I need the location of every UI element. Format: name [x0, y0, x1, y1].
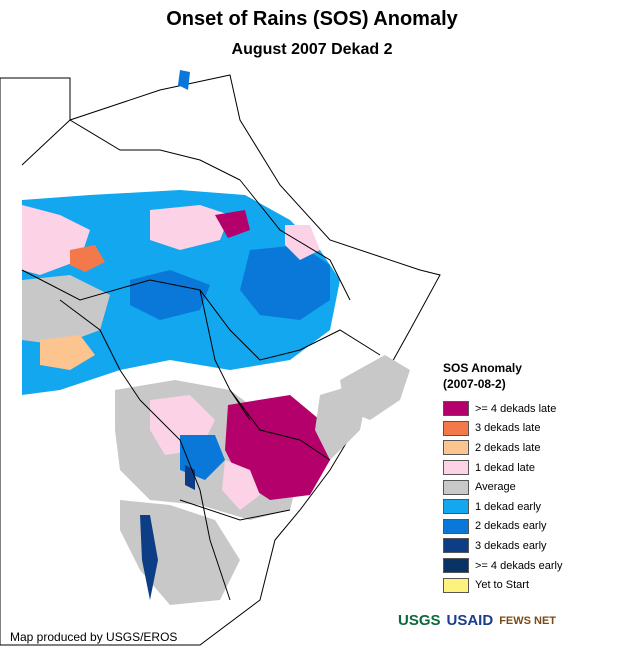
legend-label: 1 dekad late: [475, 461, 535, 474]
zone-lake-tanganyika: [140, 515, 158, 600]
legend-swatch: [443, 440, 469, 456]
fews-net-logo: FEWS NET: [499, 614, 557, 627]
legend-swatch: [443, 420, 469, 436]
map-credit: Map produced by USGS/EROS: [10, 630, 178, 644]
legend-swatch: [443, 558, 469, 574]
legend-label: >= 4 dekads early: [475, 559, 563, 572]
legend-label: 2 dekads early: [475, 520, 547, 533]
legend: SOS Anomaly (2007-08-2) >= 4 dekads late…: [443, 360, 562, 595]
zone-north-pink-2: [150, 205, 230, 250]
usaid-logo: USAID: [446, 612, 494, 629]
legend-swatch: [443, 577, 469, 593]
zone-north-water: [178, 70, 190, 90]
zone-north-darkblue: [130, 270, 210, 320]
legend-items: >= 4 dekads late 3 dekads late 2 dekads …: [443, 399, 562, 595]
legend-label: 3 dekads late: [475, 422, 541, 435]
usgs-logo: USGS: [398, 612, 441, 629]
legend-swatch: [443, 538, 469, 554]
map-title: Onset of Rains (SOS) Anomaly: [166, 8, 458, 30]
legend-item: 2 dekads late: [443, 438, 562, 458]
zone-west-salmon: [40, 335, 95, 370]
zone-kenya-pink: [222, 460, 260, 510]
map-subtitle: August 2007 Dekad 2: [231, 41, 393, 58]
legend-label: 2 dekads late: [475, 441, 541, 454]
legend-item: >= 4 dekads early: [443, 556, 562, 576]
legend-label: >= 4 dekads late: [475, 402, 557, 415]
legend-item: Average: [443, 477, 562, 497]
legend-item: Yet to Start: [443, 575, 562, 595]
zone-north-orange: [70, 245, 105, 272]
legend-swatch: [443, 460, 469, 476]
zone-north-gray: [22, 275, 110, 345]
legend-label: 1 dekad early: [475, 500, 542, 513]
legend-item: 3 dekads late: [443, 419, 562, 439]
legend-label: Average: [475, 481, 516, 494]
legend-swatch: [443, 518, 469, 534]
legend-swatch: [443, 499, 469, 515]
legend-item: >= 4 dekads late: [443, 399, 562, 419]
legend-title: SOS Anomaly: [443, 361, 522, 375]
legend-label: Yet to Start: [475, 579, 530, 592]
legend-date: (2007-08-2): [443, 377, 506, 391]
country-borders: [21, 119, 381, 601]
legend-swatch: [443, 401, 469, 417]
legend-label: 3 dekads early: [475, 539, 547, 552]
zone-north-magenta: [215, 210, 250, 238]
zone-coast-gray: [315, 380, 370, 460]
legend-item: 2 dekads early: [443, 517, 562, 537]
legend-item: 3 dekads early: [443, 536, 562, 556]
legend-item: 1 dekad early: [443, 497, 562, 517]
legend-swatch: [443, 479, 469, 495]
zone-ethiopia-pink: [285, 225, 320, 260]
logo-strip: USGS USAID FEWS NET: [398, 612, 562, 629]
legend-item: 1 dekad late: [443, 458, 562, 478]
zone-ethiopia-blue: [240, 245, 330, 320]
